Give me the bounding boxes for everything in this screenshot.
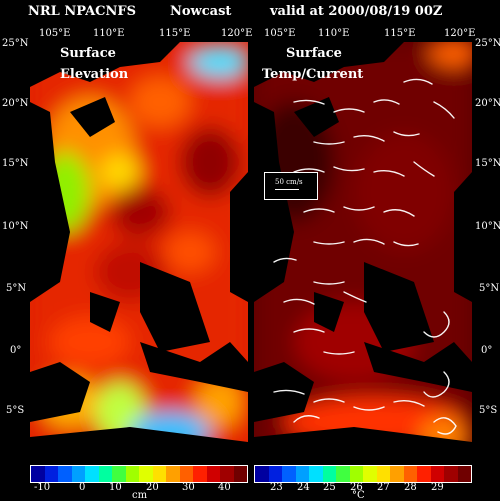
- surface-elevation-map: Surface Elevation: [30, 42, 248, 452]
- lat-tick: 20°N: [475, 98, 500, 109]
- lat-tick: 10°N: [475, 221, 500, 232]
- lon-tick: 115°E: [384, 28, 416, 39]
- lat-tick: 10°N: [2, 221, 29, 232]
- temp-tick: 26: [350, 482, 363, 493]
- lat-tick: 25°N: [2, 38, 29, 49]
- lat-tick: 15°N: [2, 158, 29, 169]
- lat-tick: 15°N: [475, 158, 500, 169]
- lat-tick: 5°N: [6, 283, 27, 294]
- temperature-field: [254, 42, 472, 452]
- lat-tick: 20°N: [2, 98, 29, 109]
- temp-title: Surface: [286, 46, 342, 61]
- elev-tick: -10: [34, 482, 51, 493]
- elev-tick: 10: [109, 482, 122, 493]
- elev-tick: 30: [182, 482, 195, 493]
- elevation-title-line2: Elevation: [60, 67, 129, 82]
- lon-tick: 105°E: [39, 28, 71, 39]
- lat-tick: 5°S: [479, 405, 498, 416]
- lat-tick: 25°N: [475, 38, 500, 49]
- lon-tick: 120°E: [221, 28, 253, 39]
- lon-tick: 110°E: [318, 28, 350, 39]
- elevation-field: [30, 42, 248, 452]
- valid-time: valid at 2000/08/19 00Z: [270, 4, 443, 19]
- vector-scale-legend: 50 cm/s: [264, 172, 318, 200]
- elevation-colorbar: [30, 465, 248, 483]
- temp-tick: 23: [270, 482, 283, 493]
- elevation-title-line1: Surface: [60, 46, 116, 61]
- temp-tick: 24: [297, 482, 310, 493]
- lon-tick: 105°E: [264, 28, 296, 39]
- lat-tick: 5°S: [6, 405, 25, 416]
- lat-tick: 5°N: [479, 283, 500, 294]
- elev-tick: 20: [146, 482, 159, 493]
- lat-tick: 0°: [10, 345, 22, 356]
- temp-tick: 29: [431, 482, 444, 493]
- forecast-type: Nowcast: [170, 4, 232, 19]
- lon-tick: 120°E: [444, 28, 476, 39]
- temperature-colorbar: [254, 465, 472, 483]
- temp-tick: 25: [323, 482, 336, 493]
- temp-subtitle: Temp/Current: [262, 67, 364, 82]
- temp-tick: 28: [404, 482, 417, 493]
- lon-tick: 110°E: [93, 28, 125, 39]
- elevation-unit: cm: [132, 490, 148, 501]
- vector-scale-arrow: [275, 189, 299, 190]
- model-name: NRL NPACNFS: [28, 4, 136, 19]
- elev-tick: 40: [218, 482, 231, 493]
- elev-tick: 0: [79, 482, 86, 493]
- lon-tick: 115°E: [159, 28, 191, 39]
- surface-temp-current-map: Surface Temp/Current: [254, 42, 472, 452]
- temperature-unit: °C: [352, 490, 365, 501]
- lat-tick: 0°: [481, 345, 493, 356]
- temp-tick: 27: [377, 482, 390, 493]
- vector-scale-label: 50 cm/s: [275, 178, 303, 186]
